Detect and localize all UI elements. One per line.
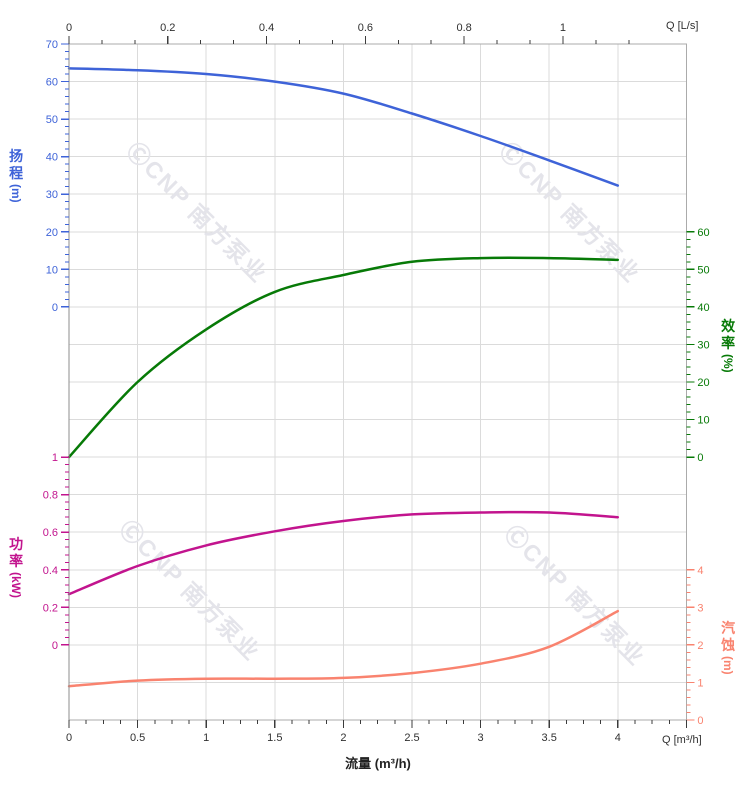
efficiency-curve — [67, 256, 620, 459]
svg-text:20: 20 — [46, 227, 58, 239]
head-axis-label-text: 扬程 — [9, 148, 24, 181]
svg-text:0.2: 0.2 — [160, 22, 175, 34]
svg-text:30: 30 — [697, 339, 709, 351]
svg-text:0.4: 0.4 — [43, 565, 58, 577]
svg-text:20: 20 — [697, 377, 709, 389]
svg-text:4: 4 — [615, 732, 621, 744]
efficiency-axis-label: 效率 (%) — [721, 318, 735, 373]
svg-text:1: 1 — [697, 677, 703, 689]
svg-text:60: 60 — [697, 227, 709, 239]
efficiency-axis-label-text: 效率 — [721, 318, 736, 351]
svg-text:70: 70 — [46, 39, 58, 51]
x-axis-title: 流量 (m³/h) — [345, 756, 411, 771]
svg-text:0.8: 0.8 — [43, 490, 58, 502]
svg-text:0: 0 — [66, 22, 72, 34]
watermark-text: ⒸCNP 南方泵业 — [499, 520, 650, 671]
svg-text:30: 30 — [46, 189, 58, 201]
npsh-axis-label-text: 汽蚀 — [721, 620, 736, 653]
curves — [67, 67, 620, 688]
svg-text:2.5: 2.5 — [404, 732, 419, 744]
svg-text:2: 2 — [340, 732, 346, 744]
svg-text:0.4: 0.4 — [259, 22, 274, 34]
top-axis-unit-label: Q [L/s] — [666, 20, 699, 32]
svg-text:1: 1 — [560, 22, 566, 34]
svg-text:0: 0 — [52, 640, 58, 652]
svg-text:4: 4 — [697, 565, 703, 577]
svg-text:0: 0 — [66, 732, 72, 744]
npsh-axis-label: 汽蚀 (m) — [721, 620, 735, 675]
svg-text:3: 3 — [697, 602, 703, 614]
svg-text:10: 10 — [697, 415, 709, 427]
svg-text:0.6: 0.6 — [43, 527, 58, 539]
svg-text:1: 1 — [52, 452, 58, 464]
head-axis-unit: (m) — [9, 184, 24, 203]
gridlines — [69, 44, 687, 721]
head-curve — [67, 67, 620, 187]
svg-text:50: 50 — [697, 264, 709, 276]
efficiency-axis-unit: (%) — [721, 354, 736, 373]
svg-text:0: 0 — [52, 302, 58, 314]
watermark-text: ⒸCNP 南方泵业 — [494, 137, 645, 288]
power-axis-label: 功率 (kW) — [9, 536, 23, 598]
svg-text:40: 40 — [46, 152, 58, 164]
npsh-axis-unit: (m) — [721, 656, 736, 675]
svg-text:2: 2 — [697, 640, 703, 652]
npsh-curve — [67, 609, 620, 688]
svg-text:0.8: 0.8 — [456, 22, 471, 34]
svg-text:60: 60 — [46, 77, 58, 89]
power-axis-unit: (kW) — [9, 572, 24, 599]
svg-text:1.5: 1.5 — [267, 732, 282, 744]
svg-text:1: 1 — [203, 732, 209, 744]
power-axis-label-text: 功率 — [9, 536, 24, 569]
svg-text:3: 3 — [478, 732, 484, 744]
axis-ticks: 70605040302010010.80.60.40.2060504030201… — [43, 22, 710, 744]
head-axis-label: 扬程 (m) — [9, 148, 23, 203]
watermark-text: ⒸCNP 南方泵业 — [121, 137, 272, 288]
svg-text:0: 0 — [697, 715, 703, 727]
svg-text:0: 0 — [697, 452, 703, 464]
svg-text:50: 50 — [46, 114, 58, 126]
svg-text:0.5: 0.5 — [130, 732, 145, 744]
bottom-axis-unit-label: Q [m³/h] — [662, 734, 702, 746]
svg-text:0.6: 0.6 — [358, 22, 373, 34]
svg-text:0.2: 0.2 — [43, 602, 58, 614]
svg-text:40: 40 — [697, 302, 709, 314]
svg-text:3.5: 3.5 — [542, 732, 557, 744]
svg-text:10: 10 — [46, 264, 58, 276]
power-curve — [67, 510, 620, 596]
